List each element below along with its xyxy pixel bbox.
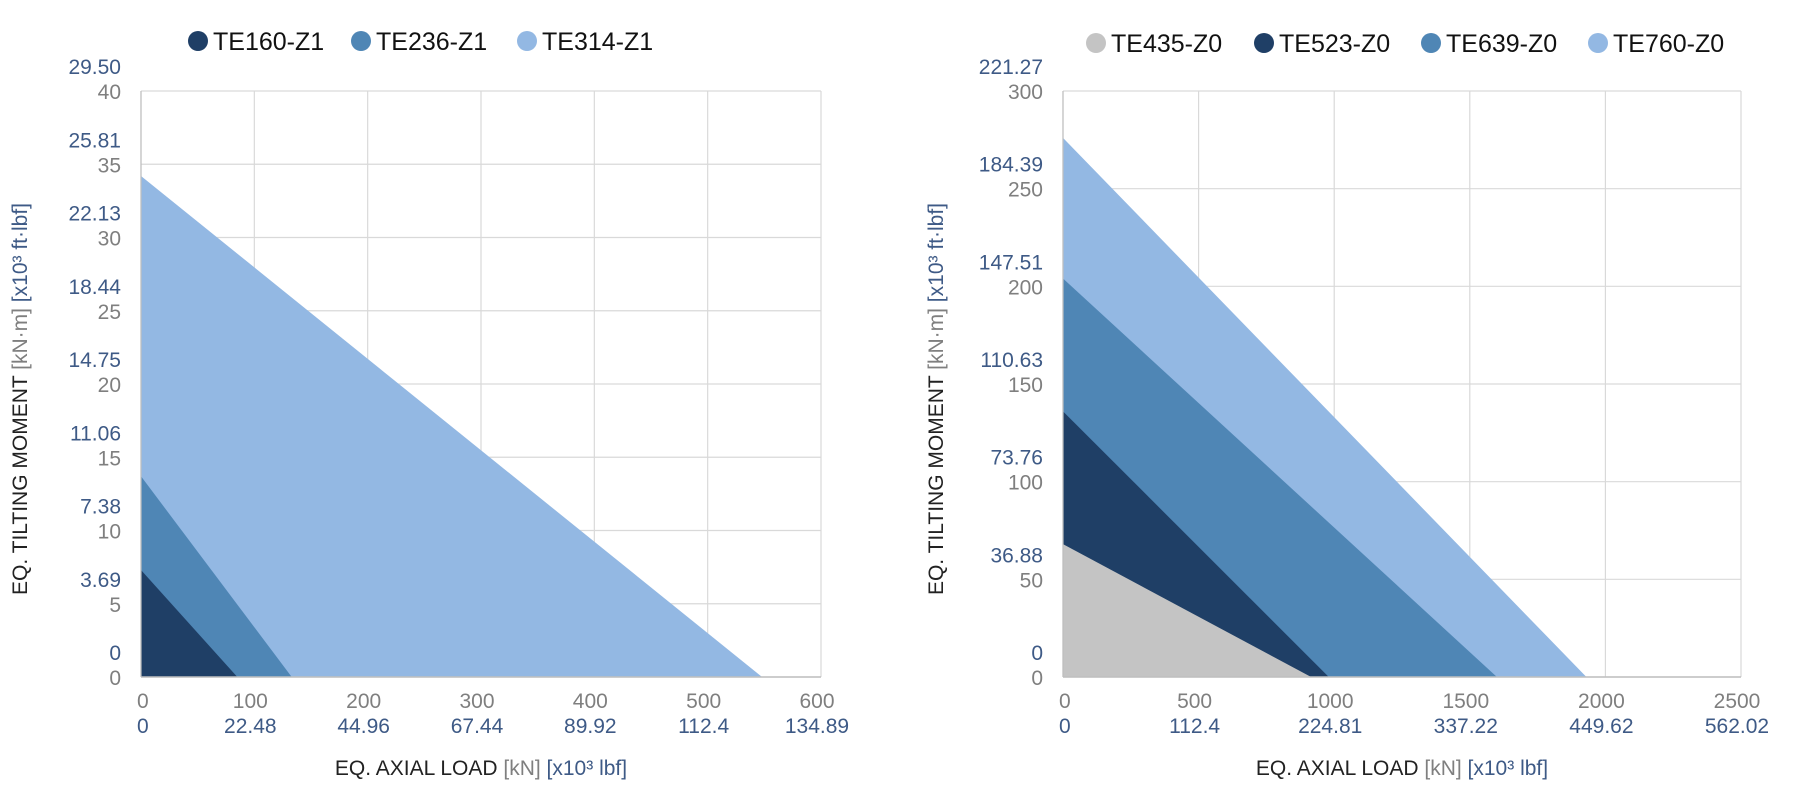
x-tick-label: 1000 (1307, 690, 1354, 713)
legend-label: TE760-Z0 (1613, 30, 1724, 58)
y-tick-label-secondary: 184.39 (979, 154, 1043, 177)
legend-label: TE435-Z0 (1111, 30, 1222, 58)
legend-item-te160-z1[interactable]: TE160-Z1 (188, 28, 324, 56)
area-te435-z0 (1063, 544, 1312, 677)
y-tick-label: 15 (98, 447, 121, 470)
y-tick-label: 100 (1008, 472, 1043, 495)
x-tick-label-secondary: 112.4 (678, 715, 729, 738)
legend-marker (188, 31, 208, 51)
y-tick-label-secondary: 14.75 (68, 349, 121, 372)
x-tick-label-secondary: 22.48 (224, 715, 277, 738)
x-tick-label-secondary: 224.81 (1298, 715, 1362, 738)
area-te160-z1 (141, 570, 238, 677)
x-axis-title: EQ. AXIAL LOAD [kN] [x10³ lbf] (335, 757, 627, 780)
y-tick-label-secondary: 147.51 (979, 251, 1043, 274)
legend-marker (1421, 33, 1441, 53)
legend-label: TE314-Z1 (542, 28, 653, 56)
x-tick-label-secondary: 0 (1059, 715, 1071, 738)
y-tick-label-secondary: 25.81 (68, 129, 121, 152)
y-tick-label-secondary: 3.69 (80, 569, 121, 592)
legend-item-te760-z0[interactable]: TE760-Z0 (1588, 30, 1724, 58)
x-tick-label: 1500 (1442, 690, 1489, 713)
y-tick-label: 5 (109, 594, 121, 617)
x-tick-label-secondary: 112.4 (1169, 715, 1220, 738)
legend-item-te236-z1[interactable]: TE236-Z1 (351, 28, 487, 56)
y-tick-label-secondary: 7.38 (80, 496, 121, 519)
x-tick-label: 200 (346, 690, 381, 713)
legend-item-te314-z1[interactable]: TE314-Z1 (517, 28, 653, 56)
legend-marker (351, 31, 371, 51)
y-tick-label-secondary: 221.27 (979, 56, 1043, 79)
y-tick-label: 300 (1008, 81, 1043, 104)
y-tick-label: 0 (109, 667, 121, 690)
area-te314-z1 (141, 175, 763, 677)
y-tick-label: 40 (98, 81, 121, 104)
x-tick-label-secondary: 562.02 (1705, 715, 1769, 738)
x-tick-label: 400 (573, 690, 608, 713)
y-tick-label: 30 (98, 228, 121, 251)
x-tick-label: 300 (459, 690, 494, 713)
legend-label: TE160-Z1 (213, 28, 324, 56)
x-tick-label-secondary: 134.89 (785, 715, 849, 738)
x-axis-title: EQ. AXIAL LOAD [kN] [x10³ lbf] (1256, 757, 1548, 780)
legend-marker (1086, 33, 1106, 53)
y-tick-label-secondary: 36.88 (990, 544, 1043, 567)
x-tick-label: 600 (799, 690, 834, 713)
x-tick-label-secondary: 449.62 (1569, 715, 1633, 738)
legend-label: TE639-Z0 (1446, 30, 1557, 58)
x-tick-label-secondary: 0 (137, 715, 149, 738)
y-tick-label: 0 (1031, 667, 1043, 690)
y-tick-label: 150 (1008, 374, 1043, 397)
y-tick-label: 20 (98, 374, 121, 397)
y-tick-label-secondary: 73.76 (990, 447, 1043, 470)
y-tick-label-secondary: 29.50 (68, 56, 121, 79)
legend-item-te639-z0[interactable]: TE639-Z0 (1421, 30, 1557, 58)
legend-label: TE523-Z0 (1279, 30, 1390, 58)
y-axis-title: EQ. TILTING MOMENT [kN·m] [x10³ ft·lbf] (925, 203, 948, 595)
y-tick-label: 35 (98, 154, 121, 177)
x-tick-label: 100 (233, 690, 268, 713)
x-tick-label-secondary: 89.92 (564, 715, 617, 738)
legend-marker (517, 31, 537, 51)
y-tick-label: 25 (98, 301, 121, 324)
x-tick-label: 0 (137, 690, 149, 713)
legend-label: TE236-Z1 (376, 28, 487, 56)
x-tick-label-secondary: 337.22 (1434, 715, 1498, 738)
x-tick-label-secondary: 44.96 (337, 715, 390, 738)
x-tick-label-secondary: 67.44 (451, 715, 504, 738)
legend-marker (1254, 33, 1274, 53)
y-tick-label-secondary: 22.13 (68, 203, 121, 226)
y-tick-label: 10 (98, 521, 121, 544)
chart-2: 005036.8810073.76150110.63200147.5125018… (925, 30, 1769, 780)
x-tick-label: 2500 (1714, 690, 1761, 713)
y-tick-label-secondary: 0 (1031, 642, 1043, 665)
x-tick-label: 500 (686, 690, 721, 713)
y-tick-label-secondary: 11.06 (70, 422, 121, 445)
x-tick-label: 0 (1059, 690, 1071, 713)
y-tick-label: 50 (1020, 569, 1043, 592)
legend-item-te523-z0[interactable]: TE523-Z0 (1254, 30, 1390, 58)
y-tick-label: 200 (1008, 276, 1043, 299)
y-tick-label-secondary: 110.63 (980, 349, 1043, 372)
x-tick-label: 500 (1177, 690, 1212, 713)
y-tick-label-secondary: 0 (109, 642, 121, 665)
y-tick-label-secondary: 18.44 (68, 276, 121, 299)
legend-marker (1588, 33, 1608, 53)
y-tick-label: 250 (1008, 179, 1043, 202)
legend-item-te435-z0[interactable]: TE435-Z0 (1086, 30, 1222, 58)
chart-1: 0053.69107.381511.062014.752518.443022.1… (9, 28, 849, 780)
y-axis-title: EQ. TILTING MOMENT [kN·m] [x10³ ft·lbf] (9, 203, 32, 595)
x-tick-label: 2000 (1578, 690, 1625, 713)
